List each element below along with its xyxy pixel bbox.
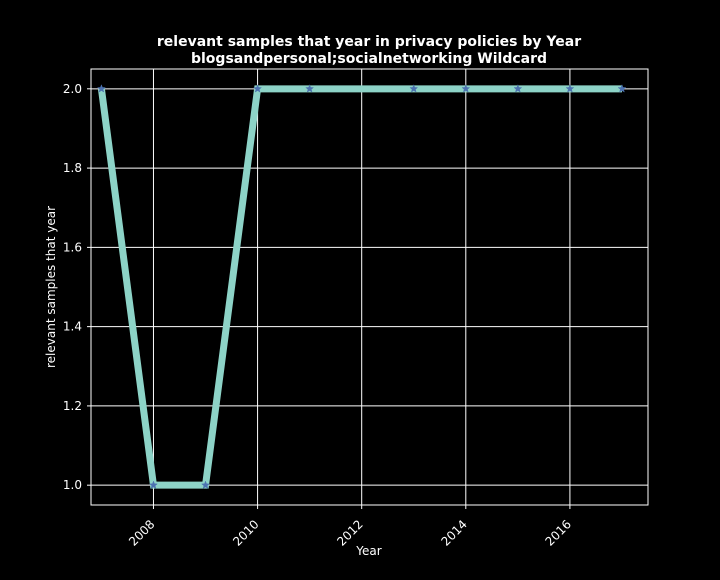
series-line xyxy=(97,85,622,489)
series-layer xyxy=(96,84,627,489)
data-point-marker xyxy=(96,84,106,93)
data-point-marker xyxy=(461,84,471,93)
y-tick-label: 1.2 xyxy=(63,399,82,413)
grid xyxy=(91,69,648,505)
data-point-marker xyxy=(148,480,158,489)
chart-title-line-1: relevant samples that year in privacy po… xyxy=(157,34,581,50)
data-point-marker xyxy=(565,84,575,93)
y-tick-label: 1.0 xyxy=(63,478,82,492)
data-point-marker xyxy=(201,480,210,489)
y-tick-label: 1.6 xyxy=(63,240,82,254)
x-tick-label: 2014 xyxy=(438,517,469,548)
y-axis-label: relevant samples that year xyxy=(44,206,58,368)
data-point-marker xyxy=(617,84,627,93)
plot-area-frame xyxy=(90,68,649,506)
x-tick-label: 2010 xyxy=(230,517,261,548)
chart-title-line-2: blogsandpersonal;socialnetworking Wildca… xyxy=(191,51,547,67)
data-point-marker xyxy=(513,84,523,93)
x-tick-label: 2008 xyxy=(126,517,157,548)
y-tick-label: 1.8 xyxy=(63,161,82,175)
x-tick-label: 2016 xyxy=(543,517,574,548)
data-point-marker xyxy=(305,84,315,93)
data-point-marker xyxy=(253,84,263,93)
data-point-marker xyxy=(409,84,419,93)
y-tick-label: 1.4 xyxy=(63,320,82,334)
x-axis-label: Year xyxy=(355,544,381,558)
y-tick-label: 2.0 xyxy=(63,82,82,96)
